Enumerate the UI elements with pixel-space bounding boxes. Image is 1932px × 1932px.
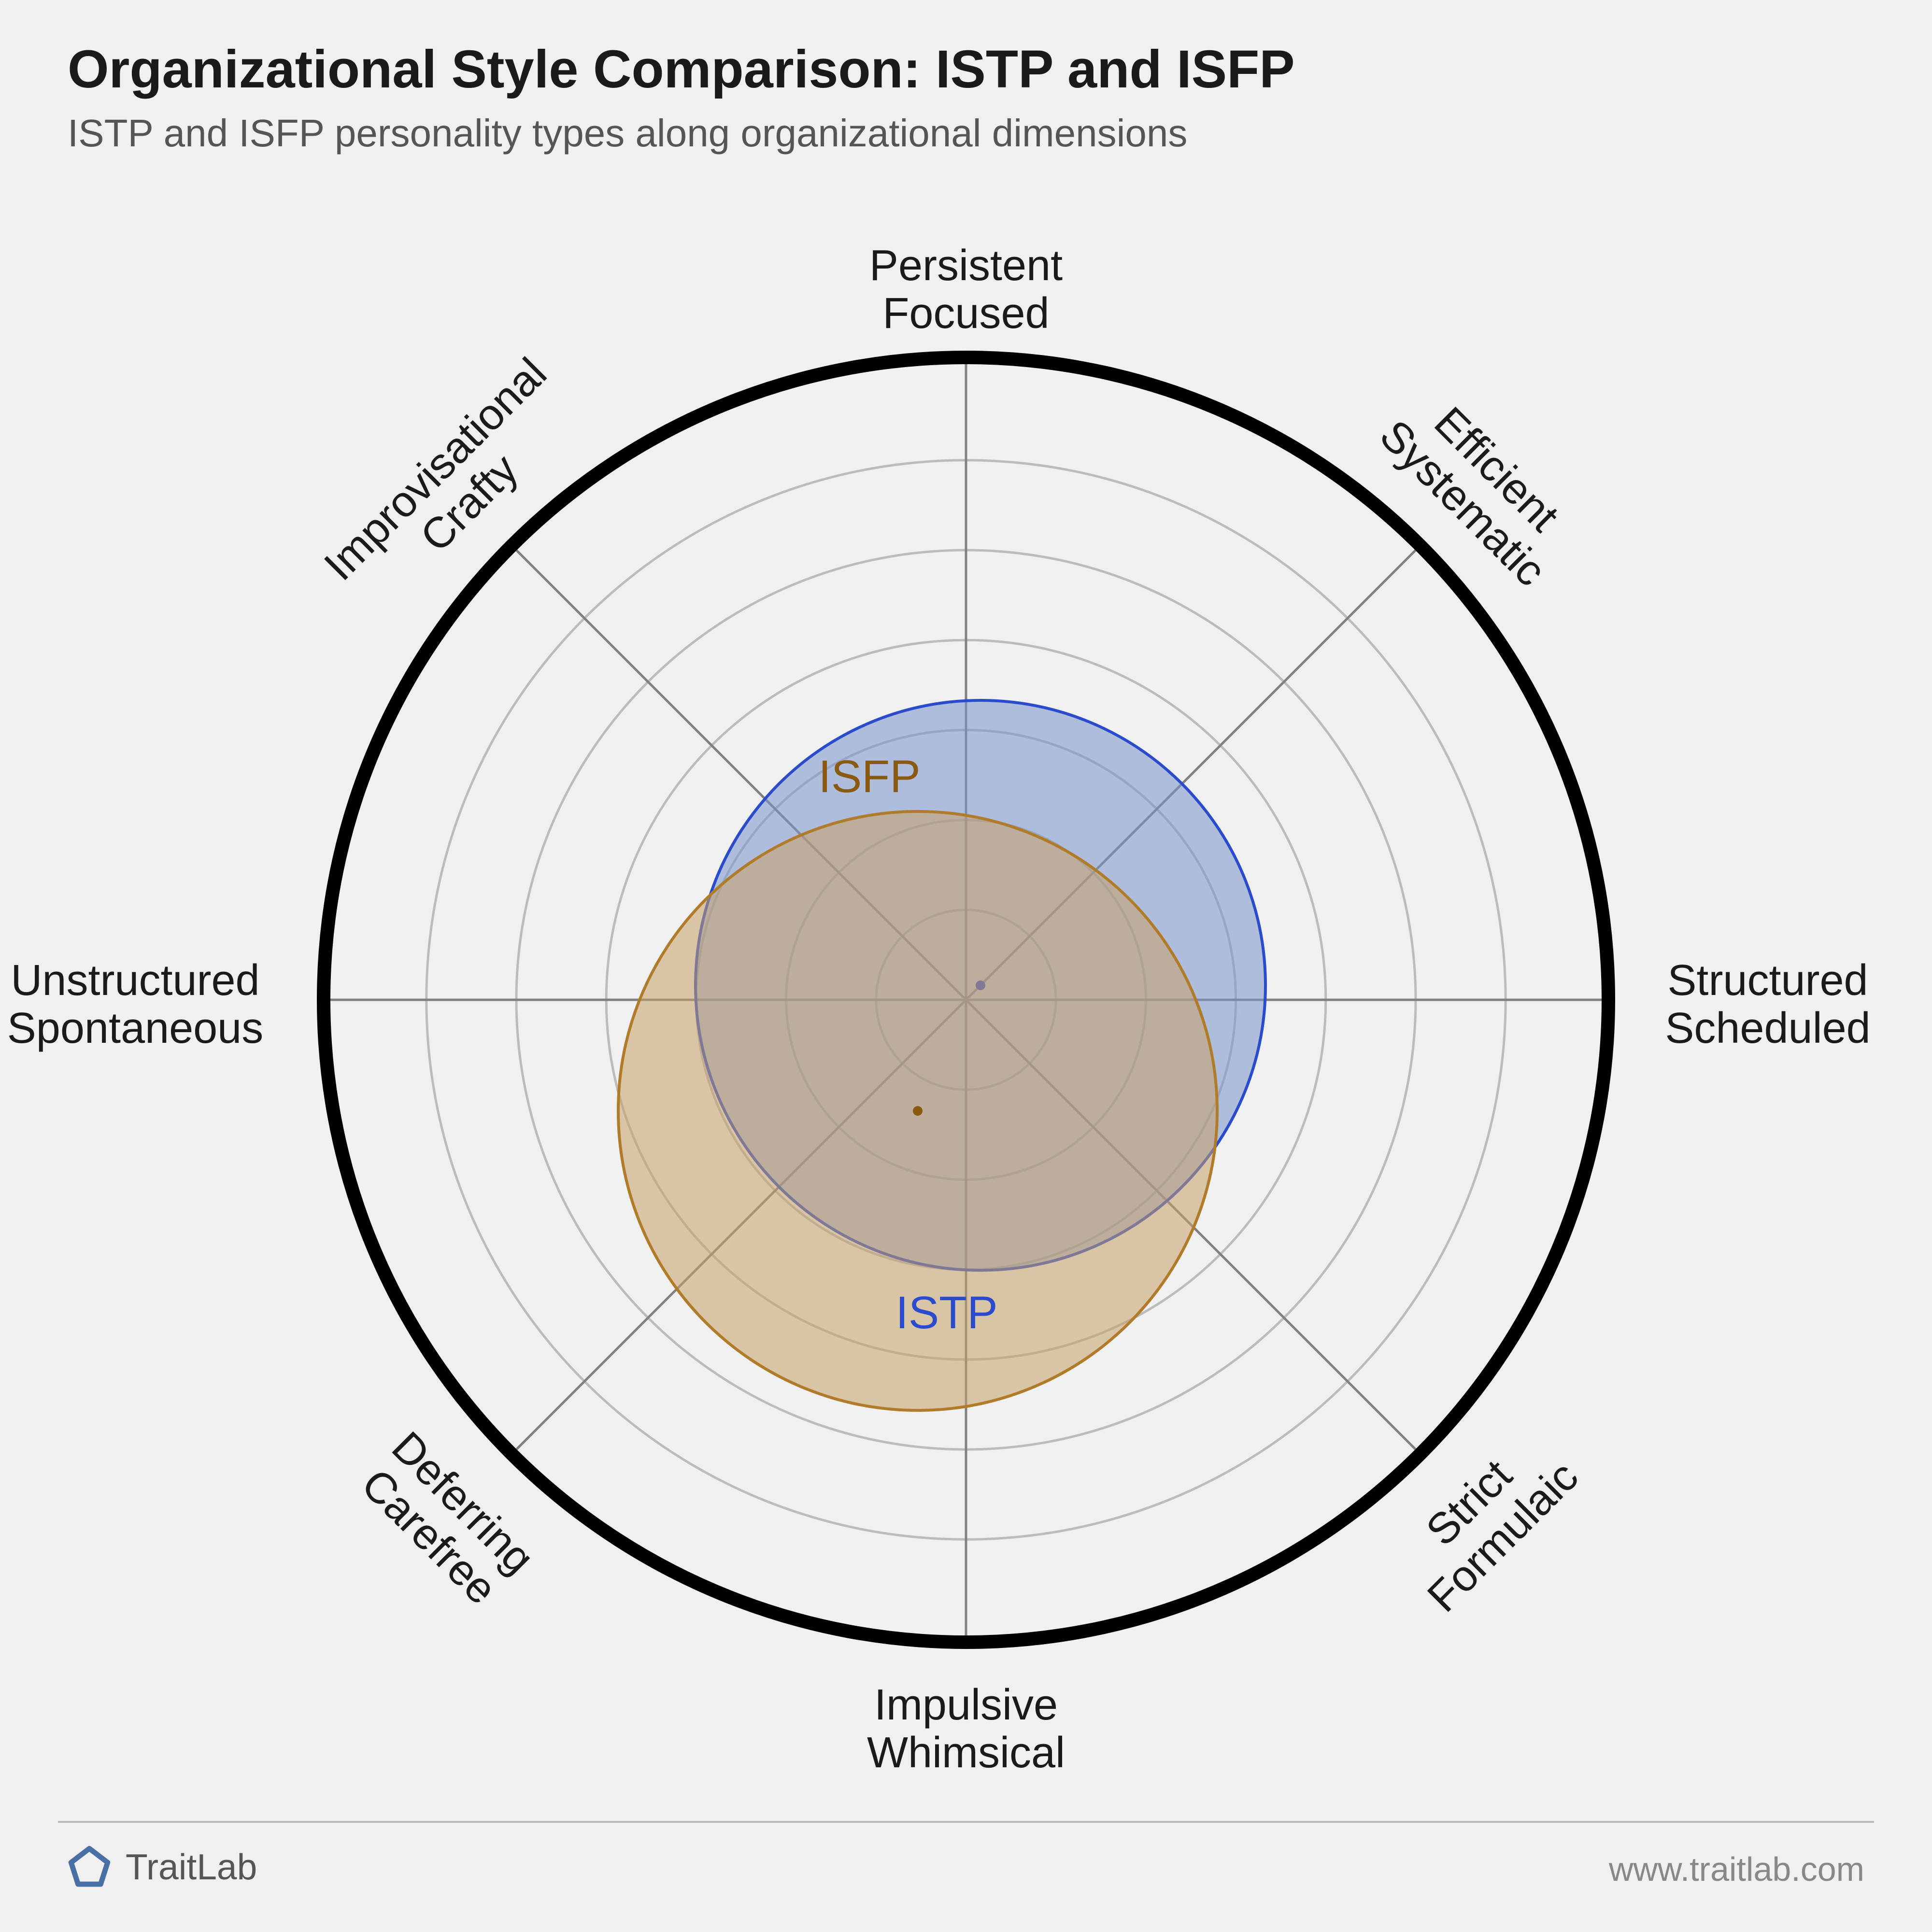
series-label-istp: ISTP <box>895 1287 997 1338</box>
axis-label-line1: Unstructured <box>11 956 259 1005</box>
brand-logo-icon <box>68 1845 111 1889</box>
brand-name: TraitLab <box>126 1846 257 1888</box>
page: Organizational Style Comparison: ISTP an… <box>0 0 1932 1932</box>
axis-label-line2: Spontaneous <box>7 1004 263 1052</box>
axis-label-line2: Scheduled <box>1665 1004 1870 1052</box>
axis-label-group: StructuredScheduled <box>1665 956 1870 1052</box>
series-label-isfp: ISFP <box>818 751 920 802</box>
axis-label-group: UnstructuredSpontaneous <box>7 956 263 1052</box>
radar-chart: PersistentFocusedEfficientSystematicStru… <box>0 0 1932 1932</box>
footer-divider <box>58 1821 1874 1823</box>
series-center-dot-istp <box>913 1106 923 1116</box>
axis-label-group: ImpulsiveWhimsical <box>867 1681 1065 1777</box>
axis-label-line2: Whimsical <box>867 1729 1065 1777</box>
axis-label-line1: Persistent <box>869 242 1063 290</box>
axis-label-line1: Structured <box>1667 956 1868 1005</box>
footer-brand: TraitLab <box>68 1845 257 1889</box>
footer-url: www.traitlab.com <box>1609 1850 1864 1889</box>
axis-label-group: PersistentFocused <box>869 242 1063 338</box>
axis-label-line2: Focused <box>882 289 1049 338</box>
axis-label-line1: Impulsive <box>874 1681 1058 1729</box>
